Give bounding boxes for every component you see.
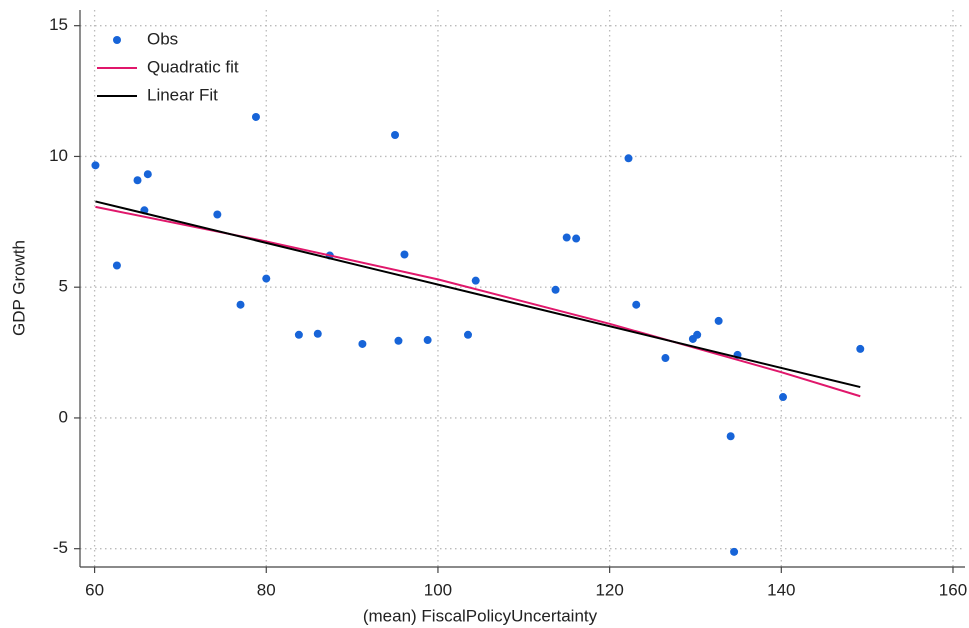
x-tick-label: 120 [595, 580, 623, 599]
legend-marker [113, 36, 121, 44]
legend-label: Obs [147, 29, 178, 48]
data-point [133, 176, 142, 185]
data-point [391, 130, 400, 139]
y-tick-label: 0 [59, 407, 68, 426]
data-point [251, 112, 260, 121]
legend-label: Linear Fit [147, 85, 218, 104]
data-point [624, 154, 633, 163]
data-point [423, 336, 432, 345]
y-axis-label: GDP Growth [9, 240, 28, 336]
data-point [313, 329, 322, 338]
fit-line [95, 205, 861, 398]
data-point [91, 161, 100, 170]
data-point [779, 393, 788, 402]
data-point [730, 547, 739, 556]
data-point [572, 234, 581, 243]
y-tick-label: 5 [59, 277, 68, 296]
y-tick-label: 15 [49, 15, 68, 34]
x-tick-label: 60 [85, 580, 104, 599]
fit-line [95, 200, 861, 389]
data-point [471, 276, 480, 285]
x-tick-label: 100 [424, 580, 452, 599]
legend-label: Quadratic fit [147, 57, 239, 76]
data-point [693, 330, 702, 339]
data-point [726, 432, 735, 441]
y-tick-label: -5 [53, 538, 68, 557]
data-point [661, 354, 670, 363]
data-point [358, 339, 367, 348]
data-point [632, 300, 641, 309]
data-point [213, 210, 222, 219]
data-point [714, 316, 723, 325]
x-tick-label: 140 [767, 580, 795, 599]
x-tick-label: 160 [939, 580, 967, 599]
data-point [856, 344, 865, 353]
data-point [262, 274, 271, 283]
data-point [236, 300, 245, 309]
data-point [400, 250, 409, 259]
data-point [562, 233, 571, 242]
data-point [294, 330, 303, 339]
y-tick-label: 10 [49, 146, 68, 165]
x-tick-label: 80 [257, 580, 276, 599]
data-point [463, 330, 472, 339]
data-point [143, 170, 152, 179]
x-axis-label: (mean) FiscalPolicyUncertainty [363, 606, 598, 625]
data-point [112, 261, 121, 270]
data-point [394, 336, 403, 345]
data-point [551, 285, 560, 294]
